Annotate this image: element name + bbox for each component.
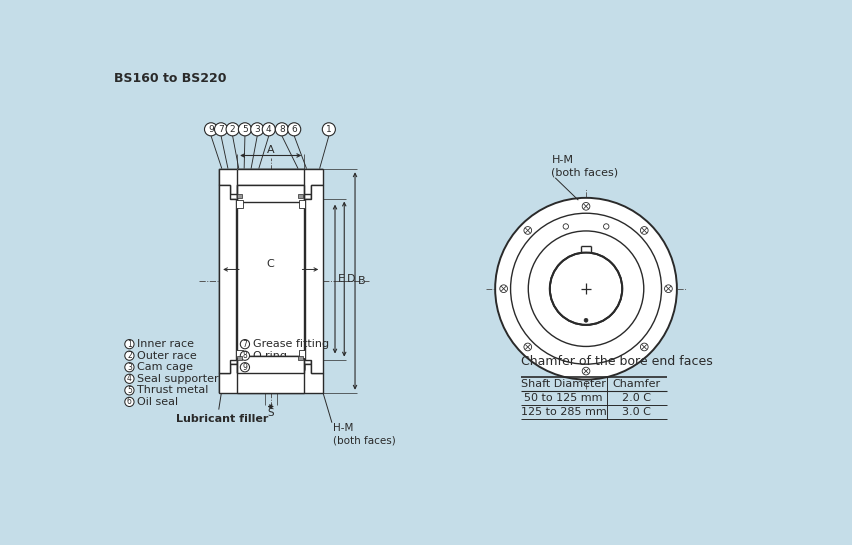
Bar — [237, 356, 304, 373]
Text: 2: 2 — [127, 351, 132, 360]
Text: Outer race: Outer race — [137, 350, 197, 361]
Bar — [237, 356, 304, 373]
Circle shape — [603, 224, 609, 229]
Text: 7: 7 — [218, 125, 224, 134]
Text: Grease fitting: Grease fitting — [253, 339, 329, 349]
Text: C: C — [267, 259, 274, 269]
Circle shape — [215, 123, 227, 136]
Text: Inner race: Inner race — [137, 339, 194, 349]
Text: 3.0 C: 3.0 C — [623, 407, 651, 417]
Text: Lubricant filler: Lubricant filler — [176, 414, 268, 424]
Text: 9: 9 — [208, 125, 214, 134]
Text: 9: 9 — [243, 363, 247, 372]
Circle shape — [322, 123, 336, 136]
Bar — [237, 185, 304, 202]
Bar — [298, 194, 302, 198]
Circle shape — [226, 123, 239, 136]
Text: Seal supporter: Seal supporter — [137, 374, 219, 384]
Circle shape — [204, 123, 217, 136]
Bar — [237, 356, 242, 360]
Text: 6: 6 — [127, 397, 132, 407]
Text: 5: 5 — [242, 125, 248, 134]
Text: 8: 8 — [279, 125, 285, 134]
Circle shape — [500, 285, 508, 293]
Text: 3: 3 — [127, 363, 132, 372]
Circle shape — [641, 227, 648, 234]
Text: S: S — [268, 408, 274, 418]
Circle shape — [550, 252, 622, 325]
Text: O-ring: O-ring — [253, 350, 288, 361]
Text: D: D — [348, 274, 356, 284]
Circle shape — [563, 224, 568, 229]
Text: 8: 8 — [243, 351, 247, 360]
Text: 1: 1 — [127, 340, 132, 349]
Circle shape — [262, 123, 275, 136]
Text: Oil seal: Oil seal — [137, 397, 178, 407]
Text: Chamfer of the bore end faces: Chamfer of the bore end faces — [521, 355, 712, 368]
Circle shape — [288, 123, 301, 136]
Bar — [237, 200, 243, 208]
Bar — [237, 194, 242, 198]
Bar — [299, 200, 305, 208]
Polygon shape — [219, 185, 237, 373]
Circle shape — [584, 318, 588, 322]
Text: 125 to 285 mm: 125 to 285 mm — [521, 407, 607, 417]
Text: 4: 4 — [127, 374, 132, 383]
Circle shape — [240, 351, 250, 360]
Text: Snap ring: Snap ring — [253, 362, 306, 372]
Bar — [237, 169, 304, 392]
Text: 6: 6 — [291, 125, 297, 134]
Circle shape — [641, 343, 648, 351]
Circle shape — [239, 123, 251, 136]
Circle shape — [495, 198, 676, 379]
Polygon shape — [305, 185, 323, 373]
Text: 4: 4 — [266, 125, 272, 134]
Text: H-M
(both faces): H-M (both faces) — [551, 155, 619, 177]
Circle shape — [124, 374, 134, 384]
Text: Chamfer: Chamfer — [613, 379, 661, 389]
Text: BS160 to BS220: BS160 to BS220 — [114, 72, 227, 86]
Circle shape — [510, 213, 661, 364]
Text: Shaft Diameter: Shaft Diameter — [521, 379, 606, 389]
Bar — [237, 185, 304, 202]
Text: B: B — [358, 276, 366, 286]
Text: Cam cage: Cam cage — [137, 362, 193, 372]
Circle shape — [240, 362, 250, 372]
Bar — [298, 356, 302, 360]
Text: 2.0 C: 2.0 C — [622, 393, 651, 403]
Text: 5: 5 — [127, 386, 132, 395]
Text: Thrust metal: Thrust metal — [137, 385, 209, 395]
Circle shape — [582, 202, 590, 210]
Circle shape — [665, 285, 672, 293]
Circle shape — [582, 367, 590, 375]
Circle shape — [124, 397, 134, 407]
Text: H-M
(both faces): H-M (both faces) — [332, 423, 395, 446]
Circle shape — [124, 386, 134, 395]
Bar — [237, 350, 243, 358]
Text: 2: 2 — [230, 125, 235, 134]
Text: 1: 1 — [326, 125, 331, 134]
Bar — [299, 350, 305, 358]
Text: 7: 7 — [243, 340, 247, 349]
Circle shape — [528, 231, 644, 347]
Polygon shape — [219, 364, 323, 392]
Circle shape — [124, 362, 134, 372]
Text: 50 to 125 mm: 50 to 125 mm — [525, 393, 603, 403]
Text: A: A — [267, 145, 274, 155]
Circle shape — [240, 340, 250, 349]
Circle shape — [524, 343, 532, 351]
Bar — [581, 245, 591, 253]
Circle shape — [275, 123, 289, 136]
Circle shape — [250, 123, 264, 136]
Text: E: E — [338, 274, 345, 284]
Circle shape — [124, 351, 134, 360]
Bar — [219, 169, 323, 392]
Circle shape — [524, 227, 532, 234]
Circle shape — [124, 340, 134, 349]
Text: 3: 3 — [255, 125, 260, 134]
Polygon shape — [219, 169, 323, 194]
